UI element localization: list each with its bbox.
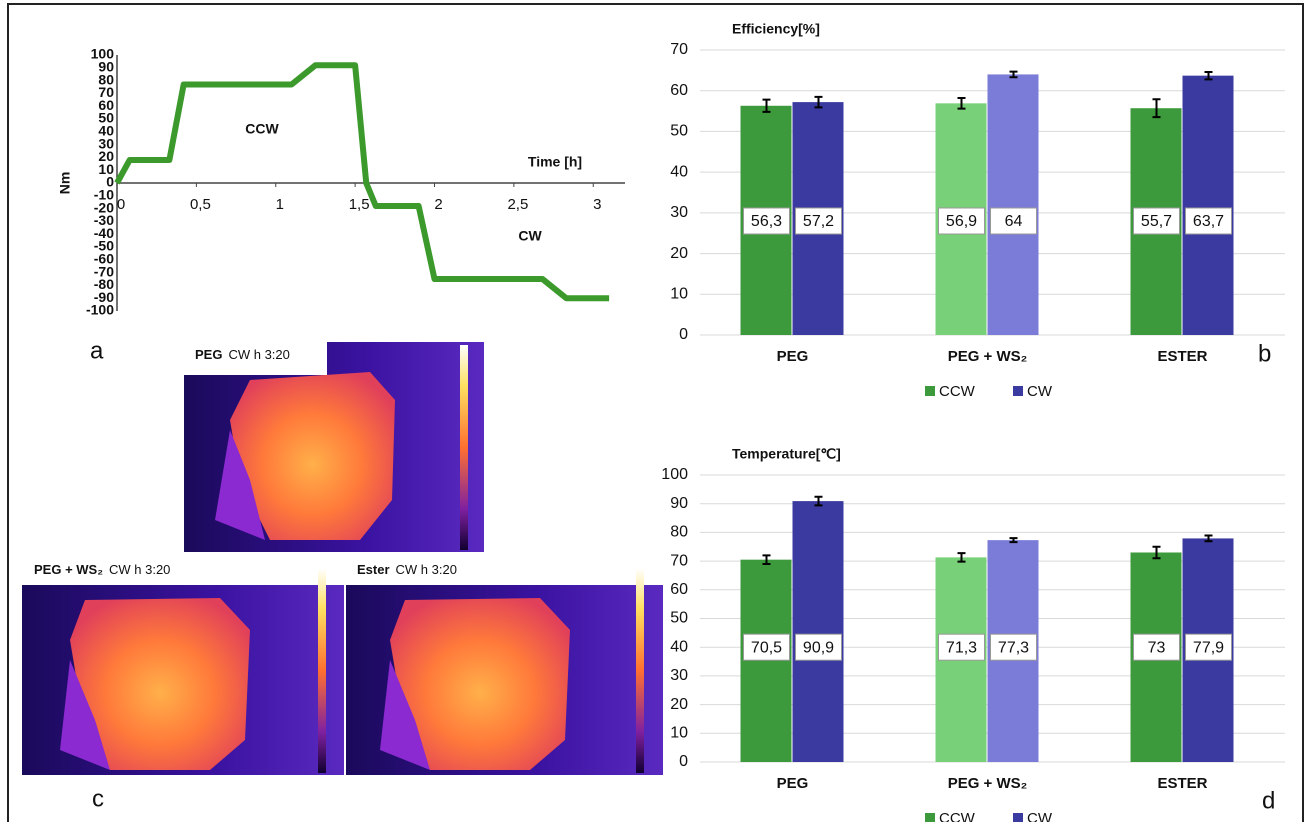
y-tick-label: 100 bbox=[661, 466, 688, 483]
y-tick-label: 90 bbox=[670, 495, 688, 512]
legend-swatch bbox=[925, 813, 935, 822]
sample-label: Ester bbox=[357, 562, 390, 577]
chart-title: Temperature[℃] bbox=[732, 446, 841, 462]
bar bbox=[1183, 76, 1234, 335]
y-tick-label: 0 bbox=[679, 753, 688, 770]
caption: CW h 3:20 bbox=[228, 347, 289, 362]
x-tick-label: ESTER bbox=[1157, 775, 1207, 792]
x-tick-label: 0,5 bbox=[190, 196, 211, 213]
value-label: 70,5 bbox=[751, 639, 782, 656]
y-tick-label: 70 bbox=[670, 41, 688, 58]
value-label: 64 bbox=[1005, 213, 1023, 230]
bar bbox=[793, 501, 844, 762]
value-label: 56,9 bbox=[946, 213, 977, 230]
y-axis-label: Nm bbox=[57, 172, 73, 195]
value-label: 63,7 bbox=[1193, 213, 1224, 230]
y-tick-label: 10 bbox=[670, 286, 688, 303]
y-tick-label: 70 bbox=[670, 552, 688, 569]
y-tick-label: 10 bbox=[670, 725, 688, 742]
value-label: 57,2 bbox=[803, 213, 834, 230]
annotation: CCW bbox=[245, 121, 279, 137]
value-label: 77,3 bbox=[998, 639, 1029, 656]
svg-text:PEG + WS₂CW h 3:20: PEG + WS₂ CW h 3:20 bbox=[34, 562, 170, 577]
svg-text:PEGCW h 3:20: PEG CW h 3:20 bbox=[195, 347, 290, 362]
caption: CW h 3:20 bbox=[109, 562, 170, 577]
legend-label: CCW bbox=[939, 383, 976, 400]
value-label: 77,9 bbox=[1193, 639, 1224, 656]
x-tick-label: 0 bbox=[117, 196, 125, 213]
bar bbox=[741, 560, 792, 762]
y-tick-label: 0 bbox=[679, 326, 688, 343]
y-tick-label: 30 bbox=[670, 204, 688, 221]
x-tick-label: 1,5 bbox=[349, 196, 370, 213]
thermal-image: Ester CW h 3:20 bbox=[346, 555, 663, 775]
x-tick-label: 2,5 bbox=[507, 196, 528, 213]
panel-label: a bbox=[90, 337, 104, 364]
y-tick-label: 60 bbox=[670, 581, 688, 598]
y-tick-label: 30 bbox=[670, 667, 688, 684]
chart-title: Efficiency[%] bbox=[732, 21, 820, 37]
legend-label: CCW bbox=[939, 810, 976, 822]
x-tick-label: 2 bbox=[434, 196, 442, 213]
panel-label: c bbox=[92, 785, 104, 812]
value-label: 90,9 bbox=[803, 639, 834, 656]
y-tick-label: 50 bbox=[670, 123, 688, 140]
y-tick-label: 80 bbox=[670, 524, 688, 541]
x-tick-label: ESTER bbox=[1157, 348, 1207, 365]
x-axis-label: Time [h] bbox=[528, 154, 582, 170]
legend-swatch bbox=[1013, 813, 1023, 822]
value-label: 55,7 bbox=[1141, 213, 1172, 230]
sample-label: PEG + WS₂ bbox=[34, 562, 103, 577]
panel-label: d bbox=[1262, 787, 1275, 814]
thermal-image: PEG CW h 3:20 bbox=[184, 342, 484, 552]
x-tick-label: PEG + WS₂ bbox=[948, 348, 1028, 365]
y-tick-label: 40 bbox=[670, 163, 688, 180]
figure: PEG CW h 3:20 PEG + WS₂ CW h 3:20 Ester CW … bbox=[0, 0, 1311, 822]
y-tick-label: 20 bbox=[670, 696, 688, 713]
x-tick-label: PEG bbox=[777, 348, 809, 365]
panel-label: b bbox=[1258, 340, 1271, 367]
value-label: 71,3 bbox=[946, 639, 977, 656]
y-tick-label: 20 bbox=[670, 245, 688, 262]
annotation: CW bbox=[518, 228, 542, 244]
legend-label: CW bbox=[1027, 810, 1053, 822]
y-tick-label: 40 bbox=[670, 638, 688, 655]
x-tick-label: 3 bbox=[593, 196, 601, 213]
y-tick-label: 50 bbox=[670, 610, 688, 627]
y-tick-label: -100 bbox=[86, 302, 114, 318]
legend-swatch bbox=[1013, 386, 1023, 396]
y-tick-label: 60 bbox=[670, 82, 688, 99]
legend-swatch bbox=[925, 386, 935, 396]
value-label: 73 bbox=[1148, 639, 1166, 656]
caption: CW h 3:20 bbox=[396, 562, 457, 577]
x-tick-label: 1 bbox=[276, 196, 284, 213]
sample-label: PEG bbox=[195, 347, 222, 362]
legend-label: CW bbox=[1027, 383, 1053, 400]
bar bbox=[988, 74, 1039, 335]
thermal-image: PEG + WS₂ CW h 3:20 bbox=[22, 555, 344, 775]
x-tick-label: PEG bbox=[777, 775, 809, 792]
x-tick-label: PEG + WS₂ bbox=[948, 775, 1028, 792]
line bbox=[117, 65, 609, 298]
value-label: 56,3 bbox=[751, 213, 782, 230]
